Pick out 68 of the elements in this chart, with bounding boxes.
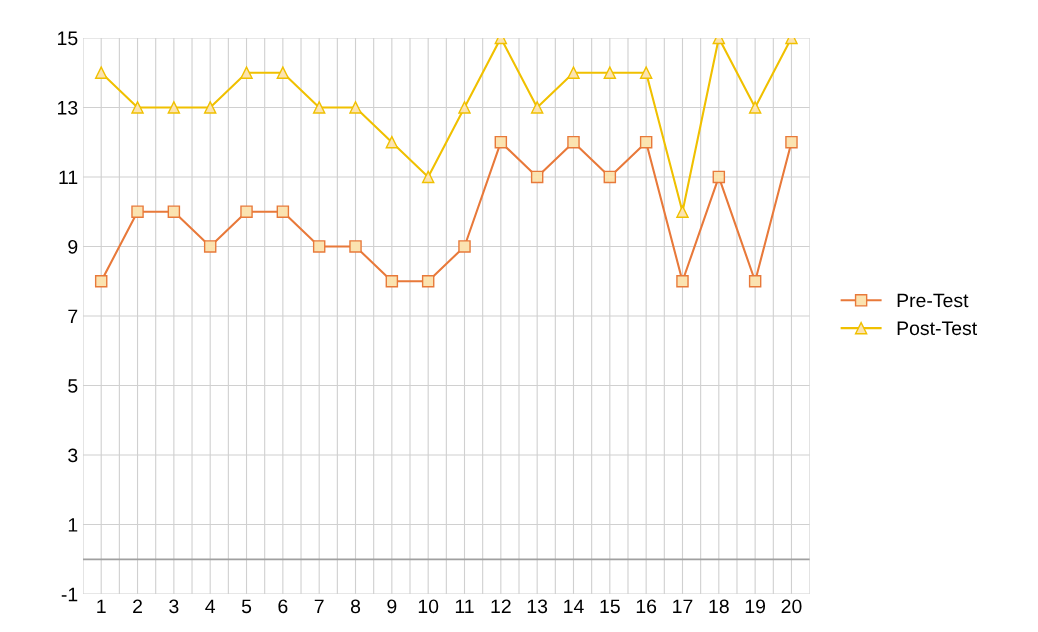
point <box>349 101 362 114</box>
point <box>458 240 471 253</box>
point <box>203 101 217 114</box>
point <box>748 101 762 114</box>
point <box>530 101 544 114</box>
point <box>385 274 399 288</box>
point <box>567 135 580 149</box>
point <box>312 240 326 253</box>
point <box>385 135 399 149</box>
point <box>785 135 798 149</box>
x-tick-label: 20 <box>781 599 802 614</box>
point <box>167 101 181 114</box>
y-tick-label: 15 <box>58 31 78 46</box>
point <box>748 274 762 288</box>
point <box>312 101 326 114</box>
x-tick-label: 3 <box>169 599 179 614</box>
point <box>421 274 435 288</box>
x-tick-label: 16 <box>636 599 657 614</box>
x-tick-label: 13 <box>527 599 548 614</box>
y-tick-label: 1 <box>68 518 78 532</box>
x-tick-label: 7 <box>314 599 324 614</box>
point <box>530 170 544 184</box>
x-tick-label: 18 <box>709 599 729 614</box>
point <box>421 170 435 184</box>
point <box>131 205 144 218</box>
point <box>639 66 653 79</box>
x-tick-label: 2 <box>133 599 142 614</box>
point <box>94 274 108 288</box>
x-tick-label: 17 <box>673 599 693 614</box>
x-tick-label: 8 <box>350 599 361 614</box>
y-tick-label: -1 <box>61 587 78 602</box>
y-tick-label: 7 <box>68 309 78 324</box>
x-tick-label: 10 <box>418 599 439 614</box>
point <box>567 66 580 79</box>
y-tick-label: 3 <box>68 448 78 463</box>
point <box>603 170 617 184</box>
x-tick-label: 1 <box>97 599 106 614</box>
y-tick-label: 9 <box>68 239 78 254</box>
point <box>603 66 617 79</box>
point <box>131 101 144 114</box>
x-tick-label: 6 <box>278 599 288 614</box>
x-tick-label: 5 <box>241 599 252 614</box>
x-tick-label: 4 <box>205 599 216 614</box>
y-tick-label: 5 <box>68 379 78 393</box>
point <box>94 66 108 79</box>
point <box>240 66 253 79</box>
y-tick-label: 13 <box>58 100 78 115</box>
point <box>276 66 290 79</box>
x-tick-label: 11 <box>455 599 474 614</box>
point <box>276 205 290 218</box>
point <box>458 101 471 114</box>
point <box>349 240 362 253</box>
y-tick-label: 11 <box>59 170 78 185</box>
point <box>639 135 653 149</box>
point <box>167 205 181 218</box>
x-tick-label: 19 <box>745 599 766 614</box>
point <box>203 240 217 253</box>
point <box>712 170 726 184</box>
point <box>240 205 253 218</box>
x-tick-label: 9 <box>387 599 397 614</box>
point <box>494 135 508 149</box>
point <box>676 205 689 218</box>
x-tick-label: 14 <box>564 599 584 614</box>
x-tick-label: 12 <box>491 599 511 614</box>
point <box>676 274 689 288</box>
legend-label: Pre-Test <box>897 293 969 308</box>
legend-label: Post-Test <box>897 321 978 336</box>
x-tick-label: 15 <box>600 599 620 614</box>
